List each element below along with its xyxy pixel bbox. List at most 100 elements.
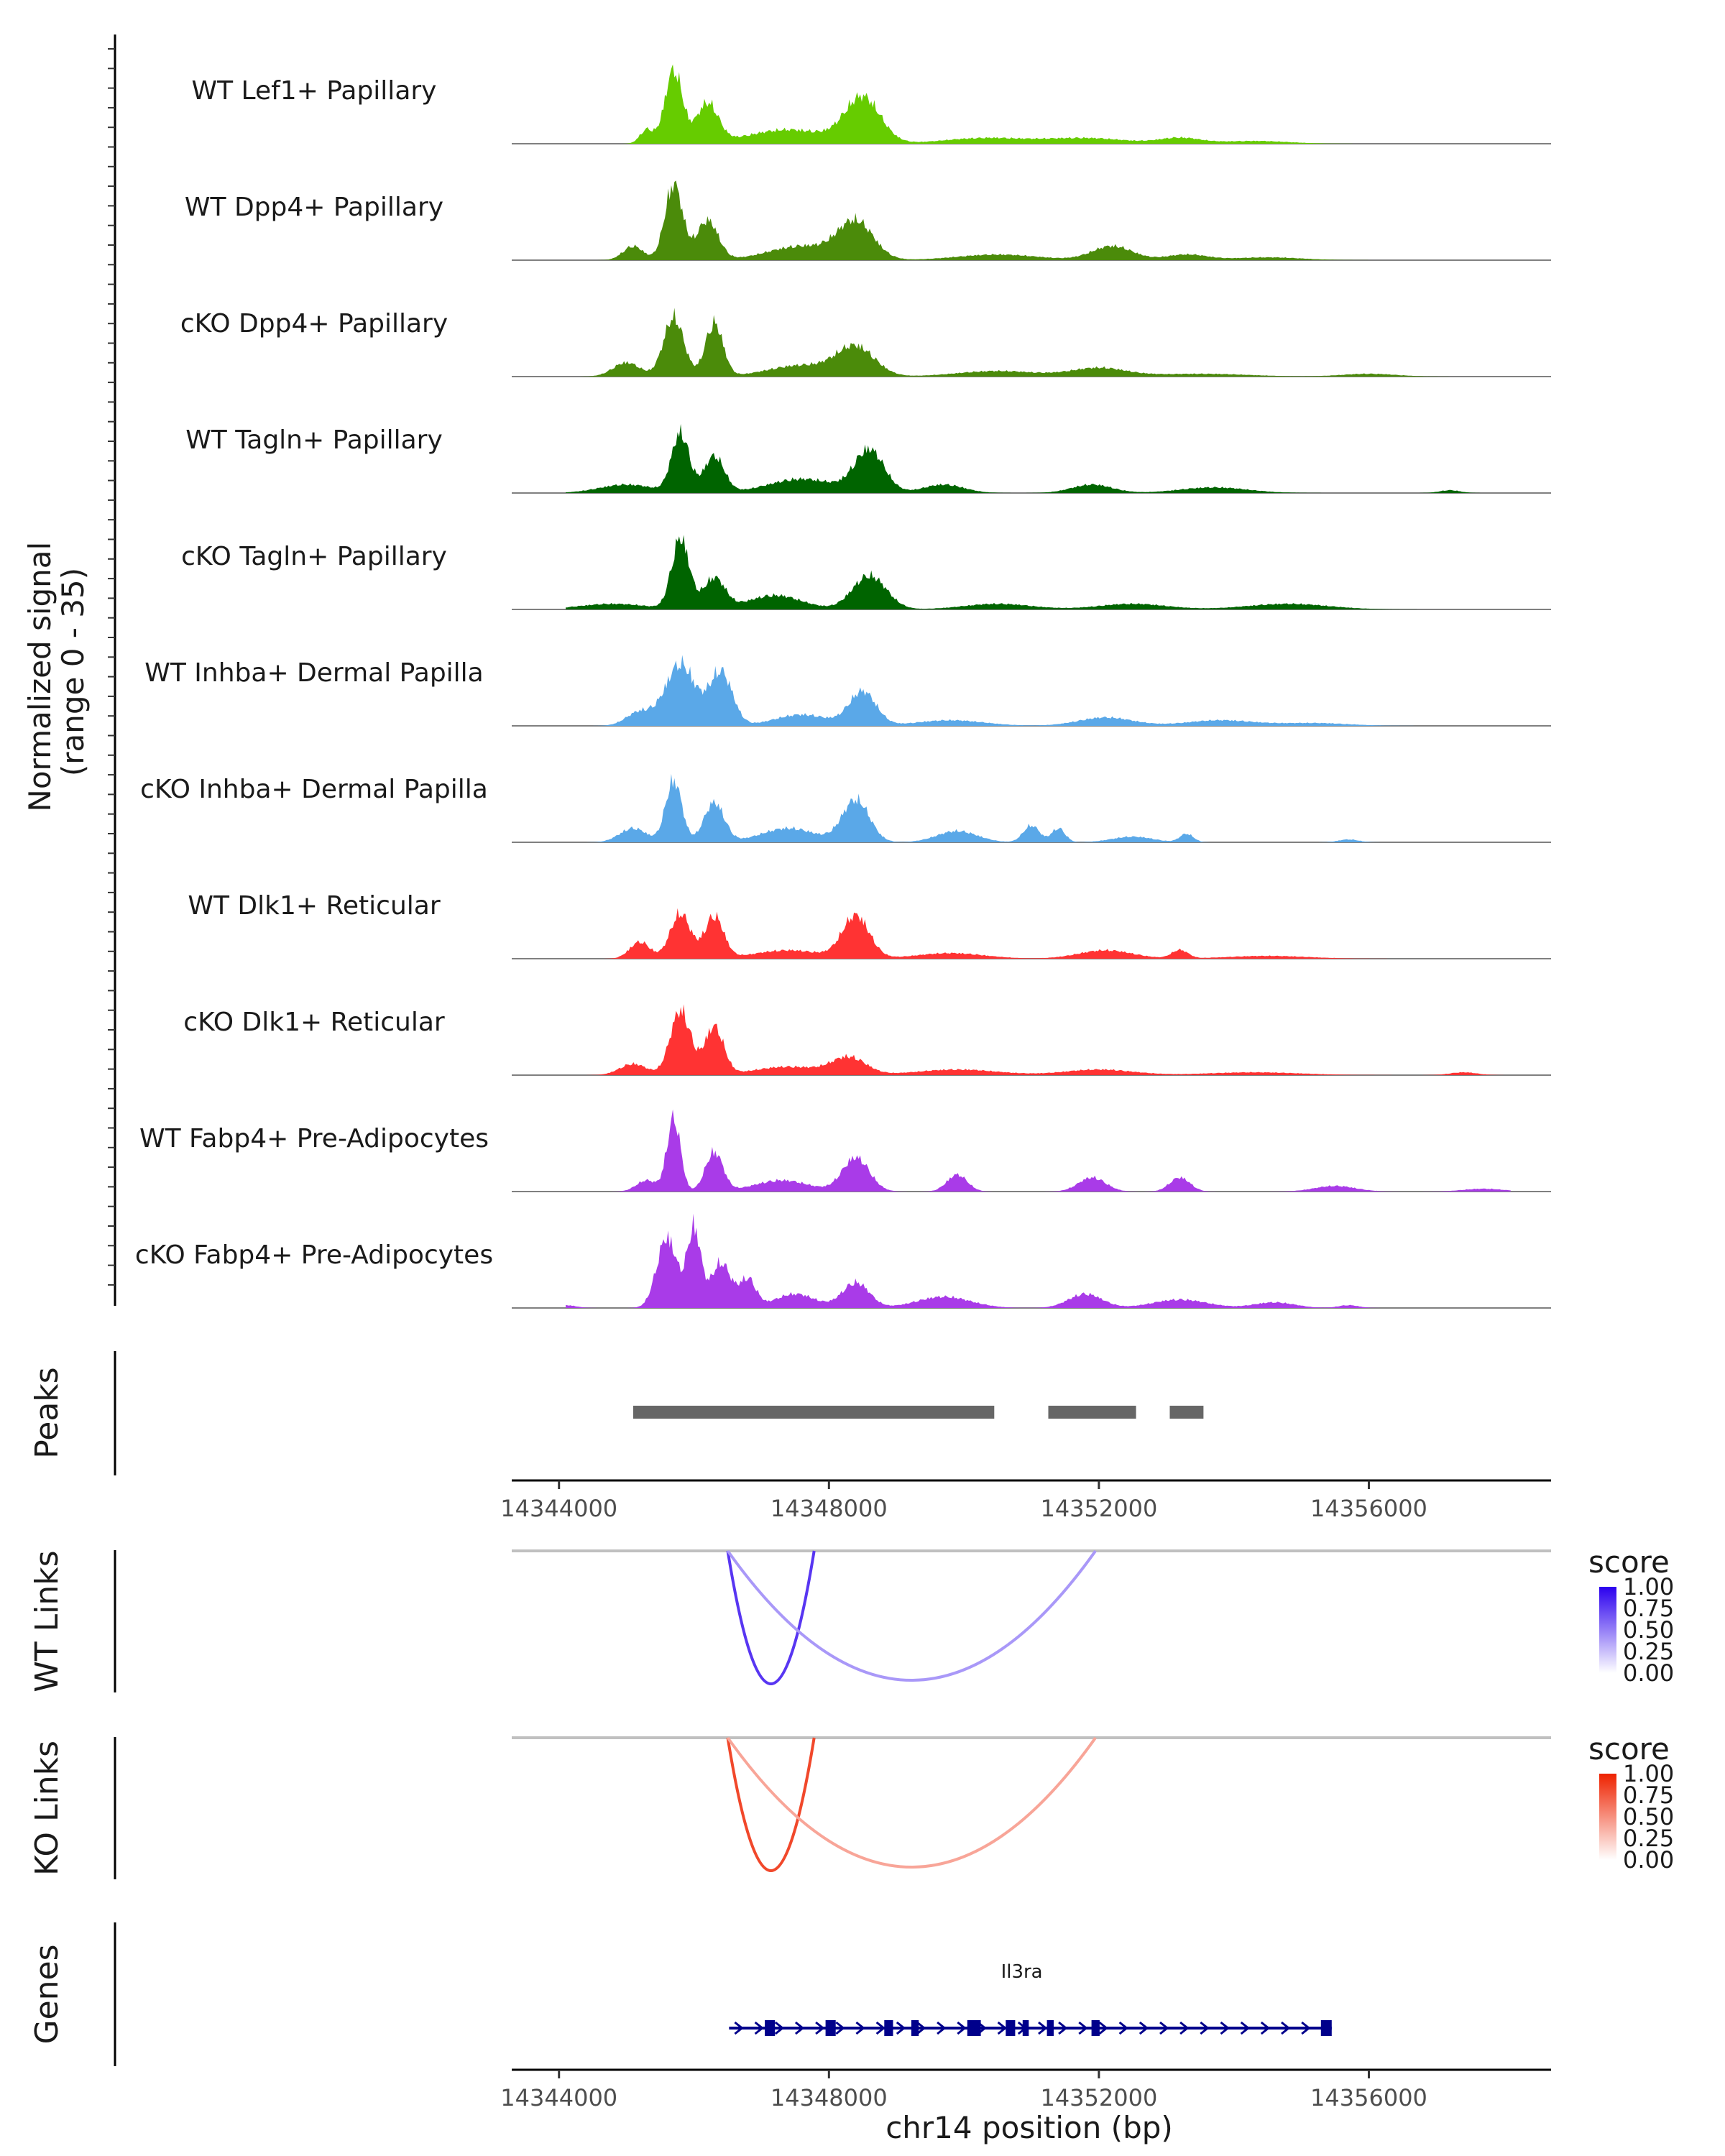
strand-arrow — [937, 2021, 947, 2035]
x-axis-tick-label: 14344000 — [500, 2084, 617, 2111]
wt-links-panel-label: WT Links — [29, 1550, 65, 1692]
track-label: WT Dpp4+ Papillary — [185, 193, 443, 222]
gene-exon — [1091, 2020, 1100, 2036]
strand-arrow — [1118, 2021, 1129, 2035]
track-label: WT Dlk1+ Reticular — [188, 891, 440, 921]
gene-name: Il3ra — [1001, 1961, 1043, 1983]
gene-models: Il3ra — [729, 1961, 1332, 2036]
track-label: WT Tagln+ Papillary — [185, 425, 443, 455]
strand-arrow — [1200, 2021, 1210, 2035]
strand-arrow — [1240, 2021, 1251, 2035]
strand-arrow — [1078, 2021, 1088, 2035]
legend-tick-label: 0.00 — [1623, 1659, 1674, 1687]
coverage-y-axis-ticks — [108, 48, 115, 1286]
gene-exon — [967, 2020, 981, 2036]
genes-panel-label: Genes — [29, 1944, 65, 2044]
coverage-signal-area — [566, 1109, 1511, 1192]
strand-arrow — [1179, 2021, 1190, 2035]
coverage-signal-area — [566, 655, 1511, 726]
strand-arrow — [734, 2021, 744, 2035]
strand-arrow — [896, 2021, 906, 2035]
strand-arrow — [957, 2021, 967, 2035]
legend-colorbar — [1599, 1587, 1616, 1673]
track-label: cKO Dpp4+ Papillary — [180, 309, 448, 338]
strand-arrow — [1281, 2021, 1291, 2035]
coverage-signal-area — [566, 1213, 1511, 1308]
coverage-tracks: WT Lef1+ Papillary WT Dpp4+ Papillary cKO … — [135, 64, 1551, 1309]
coverage-track: WT Dpp4+ Papillary — [185, 180, 1551, 261]
strand-arrow — [997, 2021, 1008, 2035]
legend-tick-label: 0.00 — [1623, 1846, 1674, 1874]
track-label: cKO Tagln+ Papillary — [181, 542, 447, 571]
x-axis-tick-label: 14352000 — [1040, 1495, 1157, 1522]
peak-region — [633, 1406, 995, 1419]
link-arc — [726, 1550, 816, 1685]
coverage-track: WT Lef1+ Papillary — [192, 64, 1551, 144]
strand-arrow — [1301, 2021, 1311, 2035]
gene-exon — [825, 2020, 836, 2036]
legend-title: score — [1588, 1731, 1670, 1766]
strand-arrow — [1138, 2021, 1149, 2035]
peak-region — [1048, 1406, 1136, 1419]
gene-exon — [765, 2020, 776, 2036]
strand-arrow — [855, 2021, 865, 2035]
x-axis-tick-label: 14348000 — [770, 1495, 888, 1522]
strand-arrow — [1260, 2021, 1271, 2035]
strand-arrow — [1159, 2021, 1169, 2035]
strand-arrow — [1038, 2021, 1048, 2035]
strand-arrow — [1220, 2021, 1230, 2035]
gene-exon — [884, 2020, 893, 2036]
coverage-track: WT Dlk1+ Reticular — [188, 891, 1551, 959]
coverage-panel: Normalized signal (range 0 - 35) WT Lef1… — [22, 34, 1551, 1309]
coverage-track: cKO Dpp4+ Papillary — [180, 308, 1551, 377]
coverage-signal-area — [566, 180, 1511, 260]
coverage-signal-area — [566, 64, 1511, 144]
track-label: cKO Fabp4+ Pre-Adipocytes — [135, 1240, 493, 1270]
x-axis-tick-label: 14352000 — [1040, 2084, 1157, 2111]
x-axis-title: chr14 position (bp) — [886, 2110, 1173, 2145]
strand-arrow — [754, 2021, 765, 2035]
link-arc — [726, 1549, 1097, 1682]
track-label: WT Fabp4+ Pre-Adipocytes — [139, 1124, 489, 1153]
legend-tick-label: 1.00 — [1623, 1760, 1674, 1787]
strand-arrow — [815, 2021, 825, 2035]
gene-exon — [1022, 2020, 1029, 2036]
x-axis-top: 14344000 14348000 14352000 14356000 — [500, 1479, 1551, 1522]
coverage-track: cKO Inhba+ Dermal Papilla — [140, 773, 1551, 843]
x-axis-tick-label: 14348000 — [770, 2084, 888, 2111]
peaks-panel-label: Peaks — [29, 1367, 65, 1458]
peak-region — [1169, 1406, 1204, 1419]
strand-arrow — [1098, 2021, 1108, 2035]
track-label: cKO Inhba+ Dermal Papilla — [140, 775, 488, 804]
coverage-track: WT Fabp4+ Pre-Adipocytes — [139, 1109, 1551, 1192]
gene-exon — [1046, 2020, 1054, 2036]
coverage-signal-area — [566, 908, 1511, 959]
wt-link-arcs — [512, 1549, 1551, 1685]
strand-arrow — [774, 2021, 785, 2035]
legend-tick-label: 1.00 — [1623, 1573, 1674, 1600]
coverage-track: cKO Tagln+ Papillary — [181, 535, 1551, 610]
legend-tick-label: 0.50 — [1623, 1803, 1674, 1830]
genes-panel: Genes Il3ra — [29, 1922, 1332, 2066]
legend-tick-label: 0.25 — [1623, 1825, 1674, 1852]
coverage-track: cKO Fabp4+ Pre-Adipocytes — [135, 1213, 1551, 1309]
gene-exon — [1320, 2020, 1332, 2036]
strand-arrow — [835, 2021, 845, 2035]
strand-arrow — [1058, 2021, 1068, 2035]
legend-tick-label: 0.25 — [1623, 1638, 1674, 1665]
coverage-track: WT Inhba+ Dermal Papilla — [144, 655, 1551, 727]
coverage-track: WT Tagln+ Papillary — [185, 423, 1551, 494]
coverage-signal-area — [566, 308, 1511, 377]
x-axis-tick-label: 14356000 — [1310, 2084, 1427, 2111]
coverage-y-axis-title-line1: Normalized signal — [22, 542, 58, 812]
peak-regions — [633, 1406, 1204, 1419]
legend-tick-label: 0.75 — [1623, 1782, 1674, 1809]
coverage-track: cKO Dlk1+ Reticular — [183, 1004, 1551, 1076]
coverage-signal-area — [566, 1004, 1511, 1075]
link-arc — [726, 1736, 1097, 1869]
x-axis-tick-label: 14344000 — [500, 1495, 617, 1522]
ko-link-arcs — [512, 1736, 1551, 1872]
peaks-panel: Peaks — [29, 1351, 1204, 1475]
